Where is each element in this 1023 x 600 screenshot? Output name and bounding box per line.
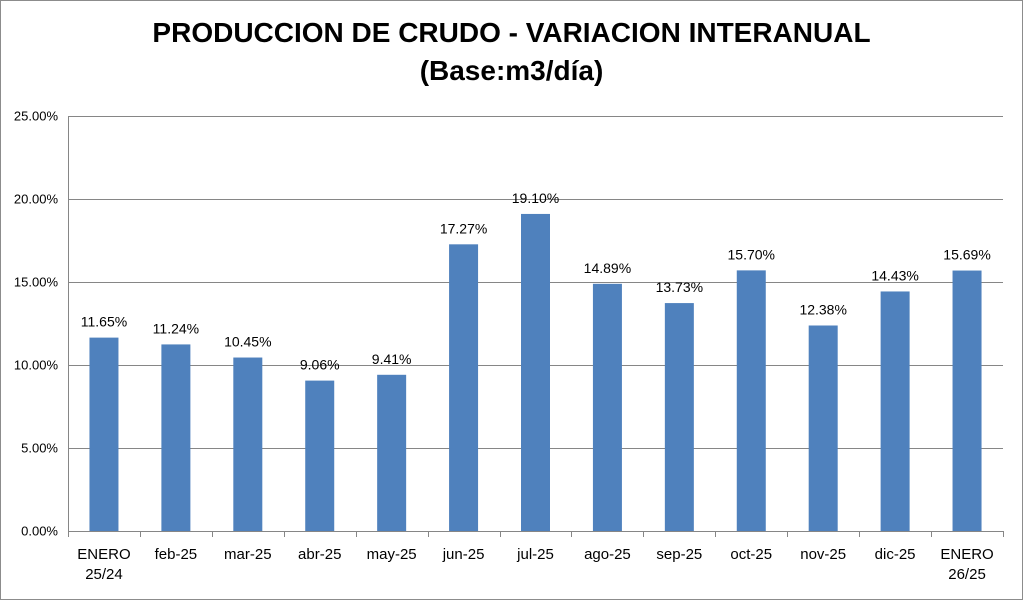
- bar: [305, 380, 335, 531]
- x-tick-label: ENERO: [77, 546, 130, 563]
- bar: [880, 291, 910, 531]
- x-tick-label: ago-25: [584, 546, 631, 563]
- bar: [89, 337, 119, 531]
- data-label: 15.69%: [943, 247, 990, 263]
- data-label: 13.73%: [656, 279, 703, 295]
- x-tick-label: 25/24: [85, 566, 123, 583]
- y-tick-label: 5.00%: [21, 441, 58, 456]
- x-tick-label: 26/25: [948, 566, 986, 583]
- bar: [161, 344, 191, 531]
- x-tick-label: jun-25: [442, 546, 485, 563]
- x-tick-label: jul-25: [516, 546, 554, 563]
- chart-title-block: PRODUCCION DE CRUDO - VARIACION INTERANU…: [0, 14, 1023, 90]
- bar: [521, 213, 550, 531]
- data-label: 11.65%: [81, 314, 127, 330]
- data-label: 15.70%: [728, 246, 775, 262]
- data-label: 10.45%: [224, 334, 271, 350]
- bar: [592, 283, 622, 531]
- y-tick-label: 25.00%: [14, 109, 59, 124]
- y-tick-label: 20.00%: [14, 192, 59, 207]
- bar: [664, 303, 694, 531]
- bar: [736, 270, 766, 531]
- x-tick-label: dic-25: [875, 546, 916, 563]
- x-tick-label: ENERO: [940, 546, 993, 563]
- y-tick-label: 15.00%: [14, 275, 59, 290]
- data-label: 17.27%: [440, 220, 487, 236]
- x-tick-label: mar-25: [224, 546, 272, 563]
- chart-title: PRODUCCION DE CRUDO - VARIACION INTERANU…: [152, 17, 871, 48]
- data-label: 9.41%: [372, 351, 412, 367]
- y-tick-label: 10.00%: [14, 358, 59, 373]
- x-tick-label: may-25: [367, 546, 417, 563]
- data-label: 14.89%: [584, 260, 631, 276]
- data-label: 14.43%: [871, 267, 918, 283]
- bar: [449, 244, 479, 531]
- chart-subtitle: (Base:m3/día): [419, 55, 604, 86]
- data-label: 9.06%: [300, 357, 340, 373]
- bar: [952, 270, 982, 531]
- data-label: 12.38%: [799, 301, 846, 317]
- x-tick-label: nov-25: [800, 546, 846, 563]
- data-label: 19.10%: [512, 190, 559, 206]
- bar: [377, 374, 407, 531]
- x-tick-label: oct-25: [730, 546, 772, 563]
- x-tick-label: feb-25: [155, 546, 198, 563]
- bar: [233, 357, 263, 531]
- x-tick-label: sep-25: [656, 546, 702, 563]
- bar: [808, 325, 838, 531]
- y-tick-label: 0.00%: [21, 524, 58, 539]
- x-tick-label: abr-25: [298, 546, 341, 563]
- data-label: 11.24%: [153, 320, 199, 336]
